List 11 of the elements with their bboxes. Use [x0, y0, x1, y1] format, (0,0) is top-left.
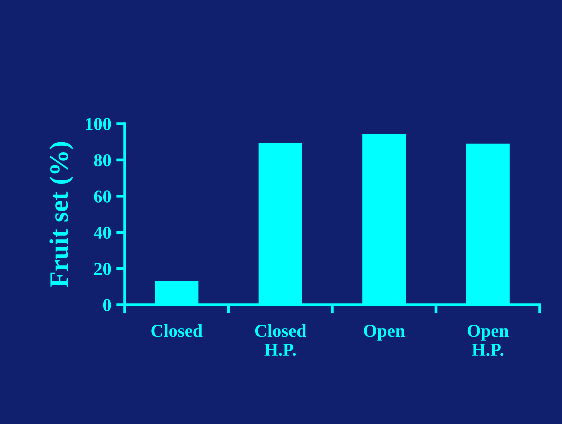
y-tick-label: 0 [103, 299, 112, 312]
x-tick-label: Open H.P. [468, 325, 509, 356]
x-tick-label: Open [364, 325, 406, 341]
y-tick-label: 80 [94, 154, 112, 167]
y-tick-label: 40 [94, 226, 112, 240]
y-tick-label: 20 [94, 263, 112, 276]
x-tick-label: Closed [152, 324, 203, 338]
x-tick-label: Closed H.P. [255, 324, 307, 356]
y-tick-label: 100 [86, 118, 112, 130]
y-axis-title: Fruit set (%) [50, 142, 74, 288]
y-tick-label: 60 [94, 190, 112, 203]
